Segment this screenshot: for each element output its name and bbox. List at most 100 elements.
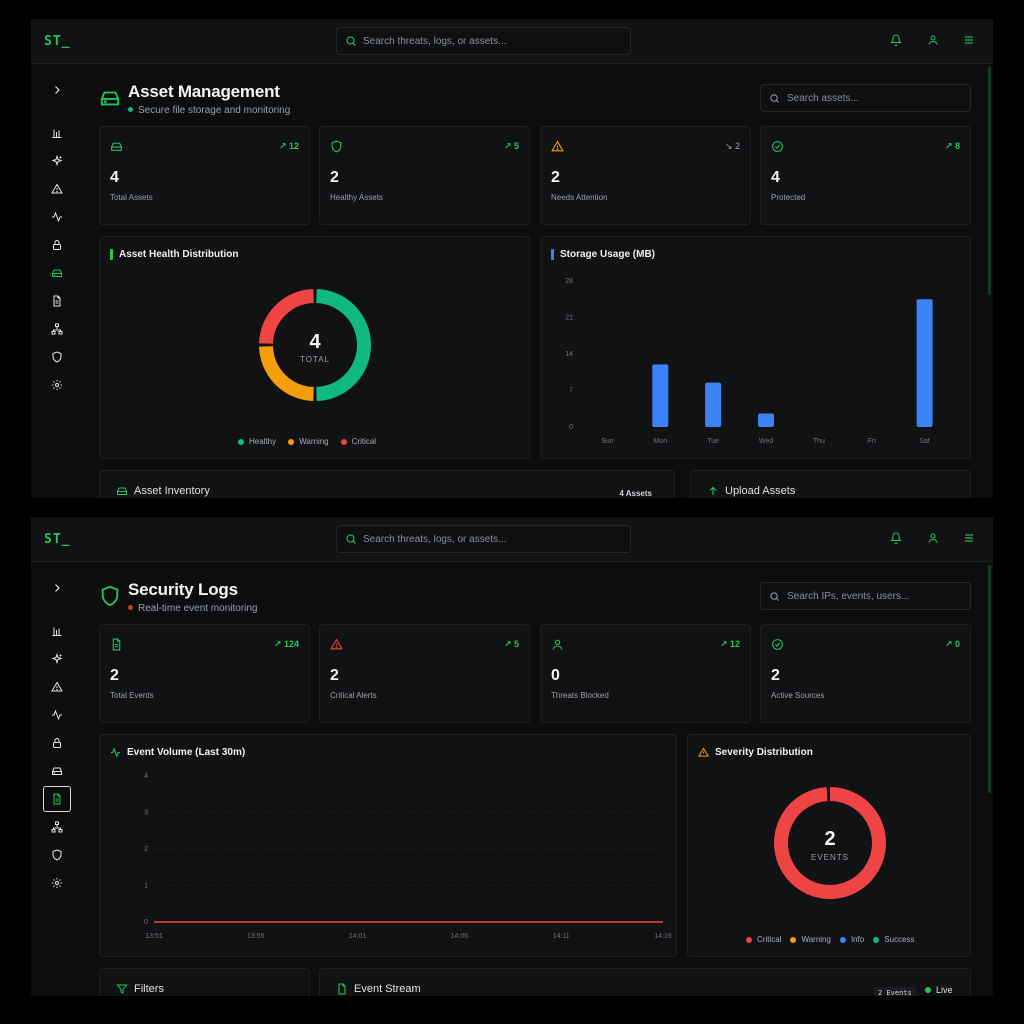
filter-icon (116, 984, 128, 994)
stat-label: Total Assets (110, 193, 153, 202)
file-text-icon (53, 793, 61, 805)
sidebar-item-assets[interactable] (43, 758, 71, 784)
menu-icon[interactable] (963, 532, 975, 544)
logs-page-content: Security Logs Real-time event monitoring… (99, 562, 971, 996)
sidebar-item-activity[interactable] (43, 204, 71, 230)
sidebar-item-settings[interactable] (43, 870, 71, 896)
check-circle-icon (772, 141, 783, 152)
sidebar-item-network[interactable] (43, 316, 71, 342)
activity-icon (52, 211, 62, 223)
user-icon[interactable] (927, 532, 939, 544)
sidebar-item-security[interactable] (43, 344, 71, 370)
stat-trend: ↗ 5 (503, 141, 519, 151)
activity-icon (110, 747, 121, 758)
global-search-placeholder: Search threats, logs, or assets... (363, 36, 507, 47)
asset-inventory-card: Asset Inventory 4 Assets (99, 470, 675, 498)
brand-logo[interactable]: ST_ (44, 34, 71, 49)
stat-card-healthy-assets: ↗ 5 2 Healthy Assets (319, 126, 530, 225)
donut-center-value: 4 (309, 331, 321, 353)
y-tick-label: 4 (144, 773, 148, 780)
sidebar-item-activity[interactable] (43, 702, 71, 728)
security-logs-screen: ST_ Search threats, logs, or assets... (31, 517, 993, 996)
bell-icon[interactable] (890, 532, 902, 544)
global-search-placeholder: Search threats, logs, or assets... (363, 534, 507, 545)
global-search-input[interactable]: Search threats, logs, or assets... (336, 525, 631, 553)
stat-value: 2 (330, 169, 339, 186)
bar-tue[interactable] (705, 382, 722, 427)
stat-value: 4 (771, 169, 780, 186)
upload-assets-card: Upload Assets (690, 470, 971, 498)
sidebar-item-network[interactable] (43, 814, 71, 840)
bar-chart-icon (52, 627, 62, 636)
sidebar-item-assets[interactable] (43, 260, 71, 286)
stat-card-total-assets: ↗ 12 4 Total Assets (99, 126, 310, 225)
bar-mon[interactable] (652, 364, 669, 427)
page-scrollbar[interactable] (988, 67, 991, 295)
asset-inventory-title: Asset Inventory (116, 485, 210, 497)
shield-icon (331, 140, 342, 153)
x-tick-label: 14:01 (349, 933, 367, 940)
stat-value: 2 (551, 169, 560, 186)
sidebar-item-security[interactable] (43, 842, 71, 868)
sidebar-item-threats[interactable] (43, 176, 71, 202)
page-title: Asset Management (128, 82, 280, 101)
donut-slice-warning (259, 345, 315, 401)
donut-slice-critical (774, 787, 886, 899)
sidebar-item-ai[interactable] (43, 646, 71, 672)
stat-label: Total Events (110, 691, 154, 700)
bar-sat[interactable] (916, 299, 933, 427)
brand-logo[interactable]: ST_ (44, 532, 71, 547)
donut-center-label: TOTAL (299, 355, 331, 364)
y-tick-label: 7 (569, 388, 573, 395)
filters-card: Filters (99, 968, 310, 996)
bell-icon[interactable] (890, 34, 902, 46)
stat-label: Active Sources (771, 691, 825, 700)
page-scrollbar[interactable] (988, 565, 991, 793)
legend-item: Healthy (238, 437, 276, 446)
x-tick-label: Tue (707, 438, 719, 445)
check-circle-icon (772, 639, 783, 650)
sidebar-item-logs[interactable] (43, 786, 71, 812)
x-tick-label: 14:11 (553, 933, 570, 940)
asset-health-donut (259, 289, 371, 401)
live-dot (925, 987, 931, 993)
upload-icon (709, 486, 717, 495)
y-tick-label: 28 (565, 278, 573, 285)
asset-count-badge: 4 Assets (619, 489, 652, 498)
sidebar-item-access[interactable] (43, 730, 71, 756)
sidebar-item-analytics[interactable] (43, 120, 71, 146)
live-indicator: Live (925, 985, 953, 995)
sidebar-item-logs[interactable] (43, 288, 71, 314)
stat-card-critical-alerts: ↗ 5 2 Critical Alerts (319, 624, 530, 723)
x-tick-label: Thu (813, 438, 825, 445)
asset-search-placeholder: Search assets... (787, 93, 859, 104)
stat-value: 2 (771, 667, 780, 684)
sidebar-item-ai[interactable] (43, 148, 71, 174)
legend-item: Warning (288, 437, 329, 446)
bar-wed[interactable] (758, 413, 774, 427)
logs-search-input[interactable]: Search IPs, events, users... (760, 582, 971, 610)
hard-drive-icon (117, 487, 127, 495)
sidebar-item-threats[interactable] (43, 674, 71, 700)
event-volume-line-chart: 0 1 2 3 4 13:51 13:56 14:01 14:06 14:11 14:16 (144, 773, 672, 940)
sidebar-expand-button[interactable] (43, 77, 71, 103)
sidebar-item-analytics[interactable] (43, 618, 71, 644)
user-icon[interactable] (927, 34, 939, 46)
activity-icon (52, 709, 62, 721)
sidebar-item-settings[interactable] (43, 372, 71, 398)
lock-icon (53, 738, 61, 748)
search-icon (770, 592, 779, 601)
hard-drive-icon (111, 142, 122, 151)
x-tick-label: Mon (653, 438, 667, 445)
stat-card-active-sources: ↗ 0 2 Active Sources (760, 624, 971, 723)
stat-card-protected: ↗ 8 4 Protected (760, 126, 971, 225)
stat-value: 4 (110, 169, 119, 186)
sidebar-expand-button[interactable] (43, 575, 71, 601)
stat-trend: ↗ 12 (719, 639, 740, 649)
global-search-input[interactable]: Search threats, logs, or assets... (336, 27, 631, 55)
stat-value: 0 (551, 667, 560, 684)
menu-icon[interactable] (963, 34, 975, 46)
asset-search-input[interactable]: Search assets... (760, 84, 971, 112)
storage-bar-chart: 0 7 14 21 28 Sun Mon Tue Wed Thu Fri Sat (565, 278, 933, 445)
sidebar-item-access[interactable] (43, 232, 71, 258)
